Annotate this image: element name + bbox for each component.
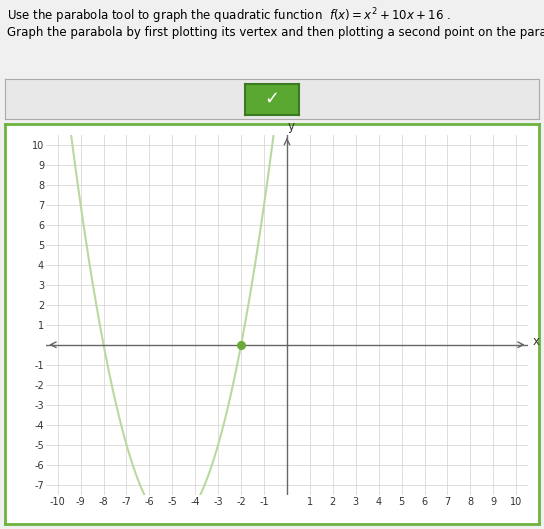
Text: x: x bbox=[532, 335, 539, 348]
Text: Use the parabola tool to graph the quadratic function  $f(x) = x^2 + 10x + 16$ .: Use the parabola tool to graph the quadr… bbox=[7, 7, 450, 26]
Text: Graph the parabola by first plotting its vertex and then plotting a second point: Graph the parabola by first plotting its… bbox=[7, 26, 544, 39]
Text: y: y bbox=[288, 120, 295, 133]
Text: ✓: ✓ bbox=[264, 90, 280, 108]
